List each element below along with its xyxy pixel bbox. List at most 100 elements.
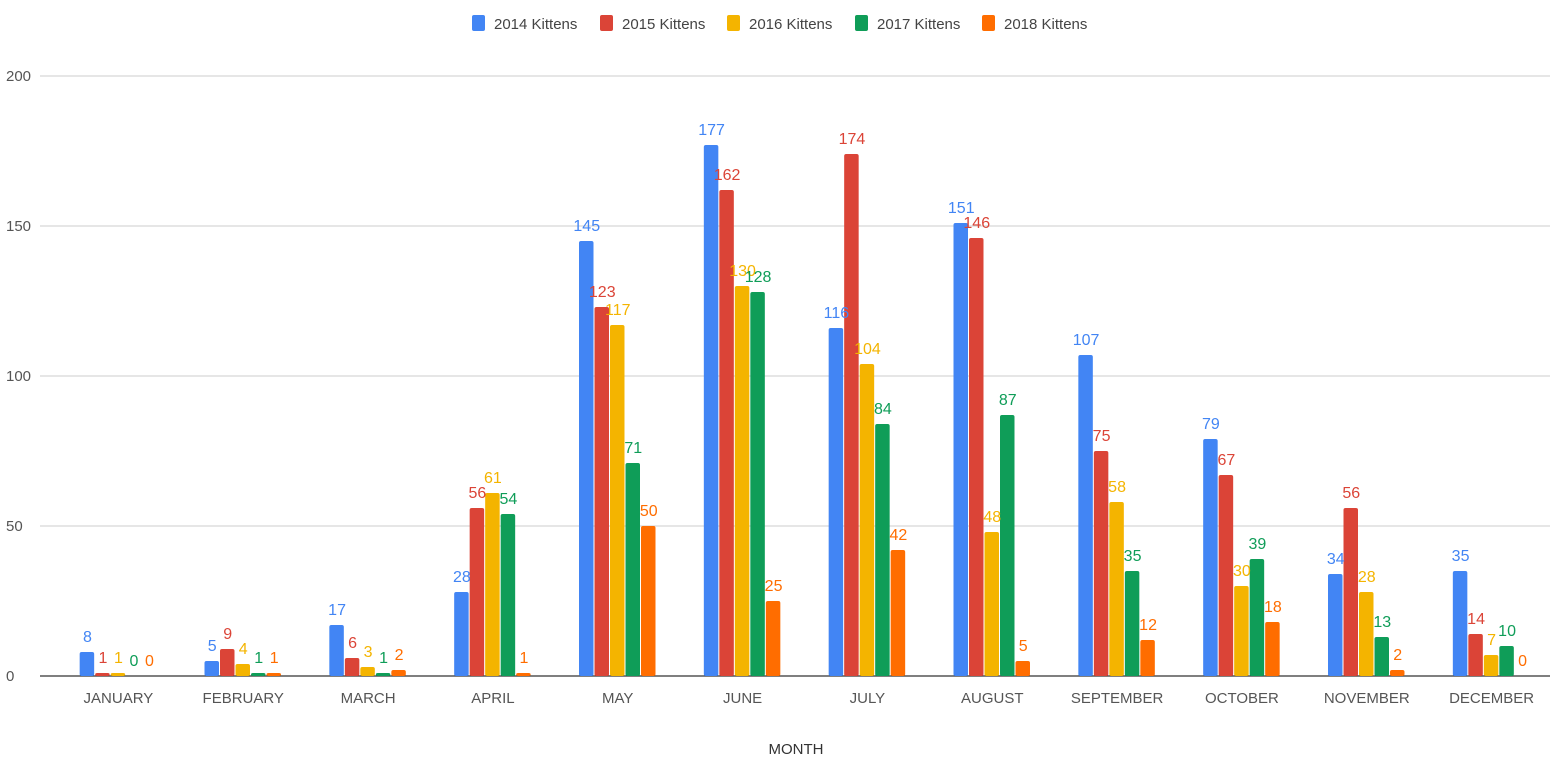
data-label: 6 xyxy=(348,635,357,652)
bar[interactable] xyxy=(469,508,485,676)
bar[interactable] xyxy=(703,145,719,676)
bar[interactable] xyxy=(375,673,391,676)
bar[interactable] xyxy=(1093,451,1109,676)
bar[interactable] xyxy=(1390,670,1405,676)
data-label: 28 xyxy=(1358,569,1376,586)
bar[interactable] xyxy=(95,673,110,676)
bar[interactable] xyxy=(1124,571,1140,676)
bar[interactable] xyxy=(859,364,875,676)
legend[interactable]: 2014 Kittens 2015 Kittens 2016 Kittens 2017… xyxy=(472,15,1087,33)
bar[interactable] xyxy=(610,325,625,676)
data-label: 48 xyxy=(983,509,1001,526)
bar[interactable] xyxy=(1203,439,1218,676)
legend-label: 2018 Kittens xyxy=(1004,16,1087,33)
bar[interactable] xyxy=(1359,592,1374,676)
bar[interactable] xyxy=(953,223,969,676)
bar[interactable] xyxy=(594,307,610,676)
data-label: 1 xyxy=(114,650,123,667)
data-label: 42 xyxy=(890,527,908,544)
bar[interactable] xyxy=(329,625,344,676)
data-label: 0 xyxy=(129,653,138,670)
bar[interactable] xyxy=(969,238,984,676)
bar[interactable] xyxy=(204,661,220,676)
bar[interactable] xyxy=(641,526,656,676)
bar[interactable] xyxy=(1234,586,1249,676)
bar[interactable] xyxy=(579,241,594,676)
x-tick-label: AUGUST xyxy=(961,690,1024,707)
bar[interactable] xyxy=(1109,502,1124,676)
data-label: 0 xyxy=(1518,653,1527,670)
data-label: 25 xyxy=(765,578,783,595)
data-label: 87 xyxy=(999,392,1017,409)
x-tick-label: OCTOBER xyxy=(1205,690,1279,707)
data-label: 35 xyxy=(1452,548,1470,565)
data-label: 116 xyxy=(824,305,850,322)
bar[interactable] xyxy=(890,550,906,676)
bar[interactable] xyxy=(1343,508,1359,676)
bar[interactable] xyxy=(750,292,765,676)
gridlines xyxy=(40,75,1550,677)
bar[interactable] xyxy=(391,670,406,676)
bar[interactable] xyxy=(1452,571,1468,676)
data-label: 18 xyxy=(1264,599,1282,616)
data-label: 162 xyxy=(714,167,741,184)
bar[interactable] xyxy=(1249,559,1265,676)
bar[interactable] xyxy=(485,493,500,676)
bars xyxy=(79,145,1514,676)
data-label: 30 xyxy=(1233,563,1251,580)
bar[interactable] xyxy=(1078,355,1093,676)
legend-label: 2015 Kittens xyxy=(622,16,705,33)
bar[interactable] xyxy=(1483,655,1499,676)
bar[interactable] xyxy=(266,673,282,676)
bar[interactable] xyxy=(844,154,859,676)
data-label: 117 xyxy=(605,302,631,319)
x-tick-label: FEBRUARY xyxy=(203,690,284,707)
y-tick-label: 200 xyxy=(6,68,31,85)
bar[interactable] xyxy=(1140,640,1155,676)
bar[interactable] xyxy=(500,514,516,676)
bar[interactable] xyxy=(454,592,469,676)
bar[interactable] xyxy=(1328,574,1343,676)
bar[interactable] xyxy=(719,190,734,676)
data-label: 75 xyxy=(1093,428,1111,445)
legend-swatch xyxy=(472,15,485,31)
legend-swatch xyxy=(855,15,868,31)
bar[interactable] xyxy=(1015,661,1031,676)
legend-label: 2014 Kittens xyxy=(494,16,577,33)
data-label: 128 xyxy=(745,269,772,286)
data-label: 1 xyxy=(254,650,263,667)
data-label: 145 xyxy=(573,218,600,235)
bar[interactable] xyxy=(984,532,1000,676)
bar[interactable] xyxy=(828,328,844,676)
bar[interactable] xyxy=(1374,637,1390,676)
data-label: 71 xyxy=(624,440,642,457)
bar[interactable] xyxy=(1218,475,1234,676)
bar[interactable] xyxy=(516,673,531,676)
bar[interactable] xyxy=(1000,415,1015,676)
bar[interactable] xyxy=(1499,646,1514,676)
x-axis-title: MONTH xyxy=(769,741,824,758)
bar[interactable] xyxy=(79,652,95,676)
legend-swatch xyxy=(982,15,995,31)
bar[interactable] xyxy=(251,673,266,676)
x-tick-label: JANUARY xyxy=(84,690,154,707)
y-tick-label: 0 xyxy=(6,668,14,685)
bar[interactable] xyxy=(734,286,750,676)
bar[interactable] xyxy=(875,424,890,676)
data-label: 151 xyxy=(948,200,975,217)
bar[interactable] xyxy=(765,601,781,676)
x-tick-label: SEPTEMBER xyxy=(1071,690,1164,707)
bar[interactable] xyxy=(344,658,360,676)
bar[interactable] xyxy=(235,664,251,676)
bar[interactable] xyxy=(110,673,126,676)
bar[interactable] xyxy=(360,667,375,676)
bar[interactable] xyxy=(220,649,235,676)
bar[interactable] xyxy=(1265,622,1280,676)
data-label: 17 xyxy=(328,602,346,619)
bar[interactable] xyxy=(1468,634,1483,676)
data-label: 2 xyxy=(1393,647,1402,664)
x-tick-label: MAY xyxy=(602,690,633,707)
bar[interactable] xyxy=(625,463,641,676)
data-label: 5 xyxy=(1019,638,1028,655)
